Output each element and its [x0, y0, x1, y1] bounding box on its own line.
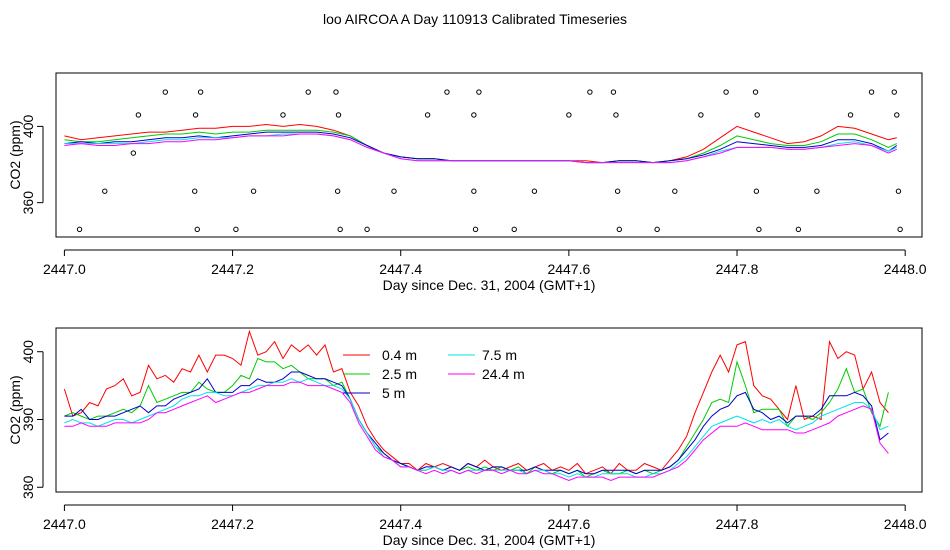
data-point-marker	[131, 151, 135, 155]
x-tick-label: 2447.4	[379, 516, 422, 532]
chart-panel-1: 2447.0 2447.2 2447.4 2447.6 2447.8 2448.0 Day …	[7, 73, 927, 293]
x-tick-label: 2447.8	[716, 516, 759, 532]
data-point-marker	[898, 227, 902, 231]
data-point-marker	[473, 227, 477, 231]
legend-label: 7.5 m	[482, 347, 517, 363]
data-point-marker	[334, 90, 338, 94]
data-point-marker	[136, 113, 140, 117]
data-point-marker	[699, 113, 703, 117]
data-point-marker	[588, 90, 592, 94]
data-point-marker	[892, 90, 896, 94]
x-axis-label: Day since Dec. 31, 2004 (GMT+1)	[383, 277, 596, 293]
y-tick-label: 360	[20, 191, 36, 215]
y-tick-label: 400	[20, 340, 36, 364]
x-tick-label: 2447.6	[547, 261, 590, 277]
legend-label: 24.4 m	[482, 366, 525, 382]
data-point-marker	[163, 90, 167, 94]
chart-panel-2: 2447.0 2447.2 2447.4 2447.6 2447.8 2448.0 Day …	[7, 328, 927, 548]
series-line-0-4-m	[64, 331, 888, 473]
y-axis-label: CO2 (ppm)	[7, 120, 23, 189]
data-point-marker	[754, 189, 758, 193]
data-point-marker	[815, 189, 819, 193]
series-line-5-m	[64, 372, 888, 474]
x-tick-label: 2447.8	[716, 261, 759, 277]
data-point-marker	[753, 90, 757, 94]
data-point-marker	[195, 227, 199, 231]
x-tick-label: 2447.0	[43, 516, 86, 532]
data-point-marker	[335, 189, 339, 193]
data-point-marker	[611, 90, 615, 94]
data-point-marker	[281, 113, 285, 117]
charts-canvas: 2447.0 2447.2 2447.4 2447.6 2447.8 2448.0 Day …	[0, 0, 950, 550]
data-point-marker	[425, 113, 429, 117]
legend-label: 2.5 m	[382, 366, 417, 382]
data-point-marker	[512, 227, 516, 231]
y-axis-label: CO2 (ppm)	[7, 375, 23, 444]
x-tick-label: 2447.2	[211, 261, 254, 277]
data-point-marker	[567, 113, 571, 117]
data-point-marker	[869, 90, 873, 94]
x-tick-label: 2448.0	[884, 261, 927, 277]
x-tick-label: 2447.2	[211, 516, 254, 532]
data-point-marker	[472, 113, 476, 117]
data-point-marker	[77, 227, 81, 231]
data-point-marker	[673, 189, 677, 193]
data-point-marker	[796, 227, 800, 231]
data-point-marker	[336, 113, 340, 117]
data-point-marker	[895, 113, 899, 117]
data-point-marker	[617, 227, 621, 231]
data-point-marker	[614, 113, 618, 117]
series-line-2	[64, 130, 896, 162]
data-point-marker	[477, 90, 481, 94]
series-line-2-5-m	[64, 359, 888, 478]
data-point-marker	[198, 90, 202, 94]
data-point-marker	[532, 189, 536, 193]
data-point-marker	[306, 90, 310, 94]
plot-frame	[56, 73, 922, 237]
data-point-marker	[103, 189, 107, 193]
x-tick-label: 2447.6	[547, 516, 590, 532]
data-point-marker	[472, 189, 476, 193]
data-point-marker	[251, 189, 255, 193]
data-point-marker	[338, 227, 342, 231]
x-tick-label: 2447.4	[379, 261, 422, 277]
data-point-marker	[724, 90, 728, 94]
x-tick-label: 2448.0	[884, 516, 927, 532]
data-point-marker	[655, 227, 659, 231]
x-axis-label: Day since Dec. 31, 2004 (GMT+1)	[383, 532, 596, 548]
legend-label: 0.4 m	[382, 347, 417, 363]
data-point-marker	[445, 90, 449, 94]
data-point-marker	[848, 113, 852, 117]
data-point-marker	[757, 227, 761, 231]
data-point-marker	[392, 189, 396, 193]
legend-label: 5 m	[382, 385, 405, 401]
y-tick-label: 380	[20, 475, 36, 499]
data-point-marker	[615, 189, 619, 193]
data-point-marker	[755, 113, 759, 117]
legend: 0.4 m 2.5 m 5 m 7.5 m 24.4 m	[343, 347, 525, 401]
data-point-marker	[193, 189, 197, 193]
data-point-marker	[234, 227, 238, 231]
data-point-marker	[193, 113, 197, 117]
data-point-marker	[365, 227, 369, 231]
x-tick-label: 2447.0	[43, 261, 86, 277]
data-point-marker	[896, 189, 900, 193]
